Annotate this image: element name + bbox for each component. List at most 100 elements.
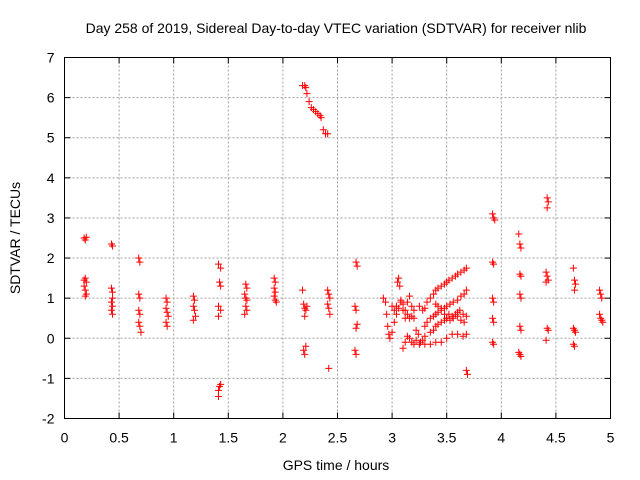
data-point bbox=[379, 294, 387, 302]
data-point bbox=[543, 194, 551, 202]
data-point bbox=[572, 280, 580, 288]
data-point bbox=[516, 290, 524, 298]
data-point bbox=[189, 316, 197, 324]
data-point bbox=[136, 310, 144, 318]
data-point bbox=[272, 298, 280, 306]
data-point bbox=[412, 336, 420, 344]
data-point bbox=[406, 292, 414, 300]
data-point bbox=[426, 340, 434, 348]
data-point bbox=[395, 274, 403, 282]
data-point bbox=[489, 294, 497, 302]
data-point bbox=[517, 244, 525, 252]
data-point bbox=[596, 286, 604, 294]
data-point bbox=[597, 290, 605, 298]
data-point bbox=[456, 306, 464, 314]
data-point bbox=[242, 302, 250, 310]
data-point bbox=[107, 298, 115, 306]
data-point bbox=[421, 322, 429, 330]
data-point bbox=[80, 282, 88, 290]
data-point bbox=[463, 370, 471, 378]
data-point bbox=[516, 322, 524, 330]
data-point bbox=[414, 330, 422, 338]
data-point bbox=[82, 278, 90, 286]
data-point bbox=[352, 350, 360, 358]
data-point bbox=[423, 318, 431, 326]
data-point bbox=[517, 326, 525, 334]
y-tick-label: 6 bbox=[47, 90, 55, 106]
data-point bbox=[408, 302, 416, 310]
data-point bbox=[383, 310, 391, 318]
data-point bbox=[241, 310, 249, 318]
data-point bbox=[517, 272, 525, 280]
data-point bbox=[352, 306, 360, 314]
y-tick-label: 4 bbox=[47, 170, 55, 186]
data-point bbox=[542, 278, 550, 286]
data-point bbox=[136, 294, 144, 302]
data-point bbox=[324, 130, 332, 138]
data-point bbox=[302, 84, 310, 92]
data-point bbox=[326, 294, 334, 302]
data-point bbox=[426, 294, 434, 302]
data-point bbox=[596, 310, 604, 318]
data-point bbox=[243, 306, 251, 314]
axis-ticks bbox=[64, 57, 611, 419]
data-point bbox=[303, 302, 311, 310]
data-point bbox=[544, 326, 552, 334]
data-point bbox=[107, 306, 115, 314]
y-tick-label: 3 bbox=[47, 210, 55, 226]
data-point bbox=[542, 268, 550, 276]
data-point bbox=[462, 312, 470, 320]
data-point bbox=[190, 306, 198, 314]
x-tick-label: 1.5 bbox=[219, 430, 239, 446]
x-axis-label: GPS time / hours bbox=[283, 457, 390, 473]
data-point bbox=[396, 282, 404, 290]
data-point bbox=[351, 302, 359, 310]
data-point bbox=[217, 282, 225, 290]
data-point bbox=[415, 302, 423, 310]
data-point bbox=[437, 338, 445, 346]
data-point bbox=[189, 302, 197, 310]
data-point bbox=[399, 300, 407, 308]
data-point bbox=[325, 364, 333, 372]
grid-lines bbox=[64, 57, 611, 419]
data-point bbox=[109, 294, 117, 302]
x-tick-label: 1 bbox=[170, 430, 178, 446]
data-point bbox=[136, 258, 144, 266]
x-tick-label: 2.5 bbox=[328, 430, 348, 446]
data-point bbox=[462, 366, 470, 374]
data-point bbox=[542, 336, 550, 344]
data-point bbox=[81, 274, 89, 282]
data-point bbox=[353, 262, 361, 270]
data-point bbox=[271, 288, 279, 296]
data-point bbox=[325, 290, 333, 298]
data-point bbox=[135, 290, 143, 298]
x-tick-label: 3 bbox=[388, 430, 396, 446]
data-point bbox=[572, 328, 580, 336]
data-point bbox=[388, 328, 396, 336]
data-point bbox=[490, 340, 498, 348]
data-point bbox=[516, 240, 524, 248]
data-point bbox=[217, 264, 225, 272]
data-point bbox=[490, 260, 498, 268]
y-tick-label: 1 bbox=[47, 290, 55, 306]
data-point bbox=[109, 288, 117, 296]
data-point bbox=[162, 318, 170, 326]
data-point bbox=[517, 294, 525, 302]
data-point bbox=[421, 304, 429, 312]
data-point bbox=[136, 322, 144, 330]
data-point bbox=[109, 242, 117, 250]
data-point bbox=[302, 342, 310, 350]
data-point bbox=[81, 292, 89, 300]
data-point bbox=[403, 298, 411, 306]
data-point bbox=[109, 302, 117, 310]
data-point bbox=[353, 320, 361, 328]
data-point bbox=[543, 204, 551, 212]
data-point bbox=[430, 326, 438, 334]
data-point bbox=[107, 284, 115, 292]
data-point bbox=[109, 310, 117, 318]
data-point bbox=[135, 318, 143, 326]
data-point bbox=[462, 330, 470, 338]
data-point bbox=[544, 198, 552, 206]
data-point bbox=[189, 292, 197, 300]
data-point bbox=[403, 310, 411, 318]
